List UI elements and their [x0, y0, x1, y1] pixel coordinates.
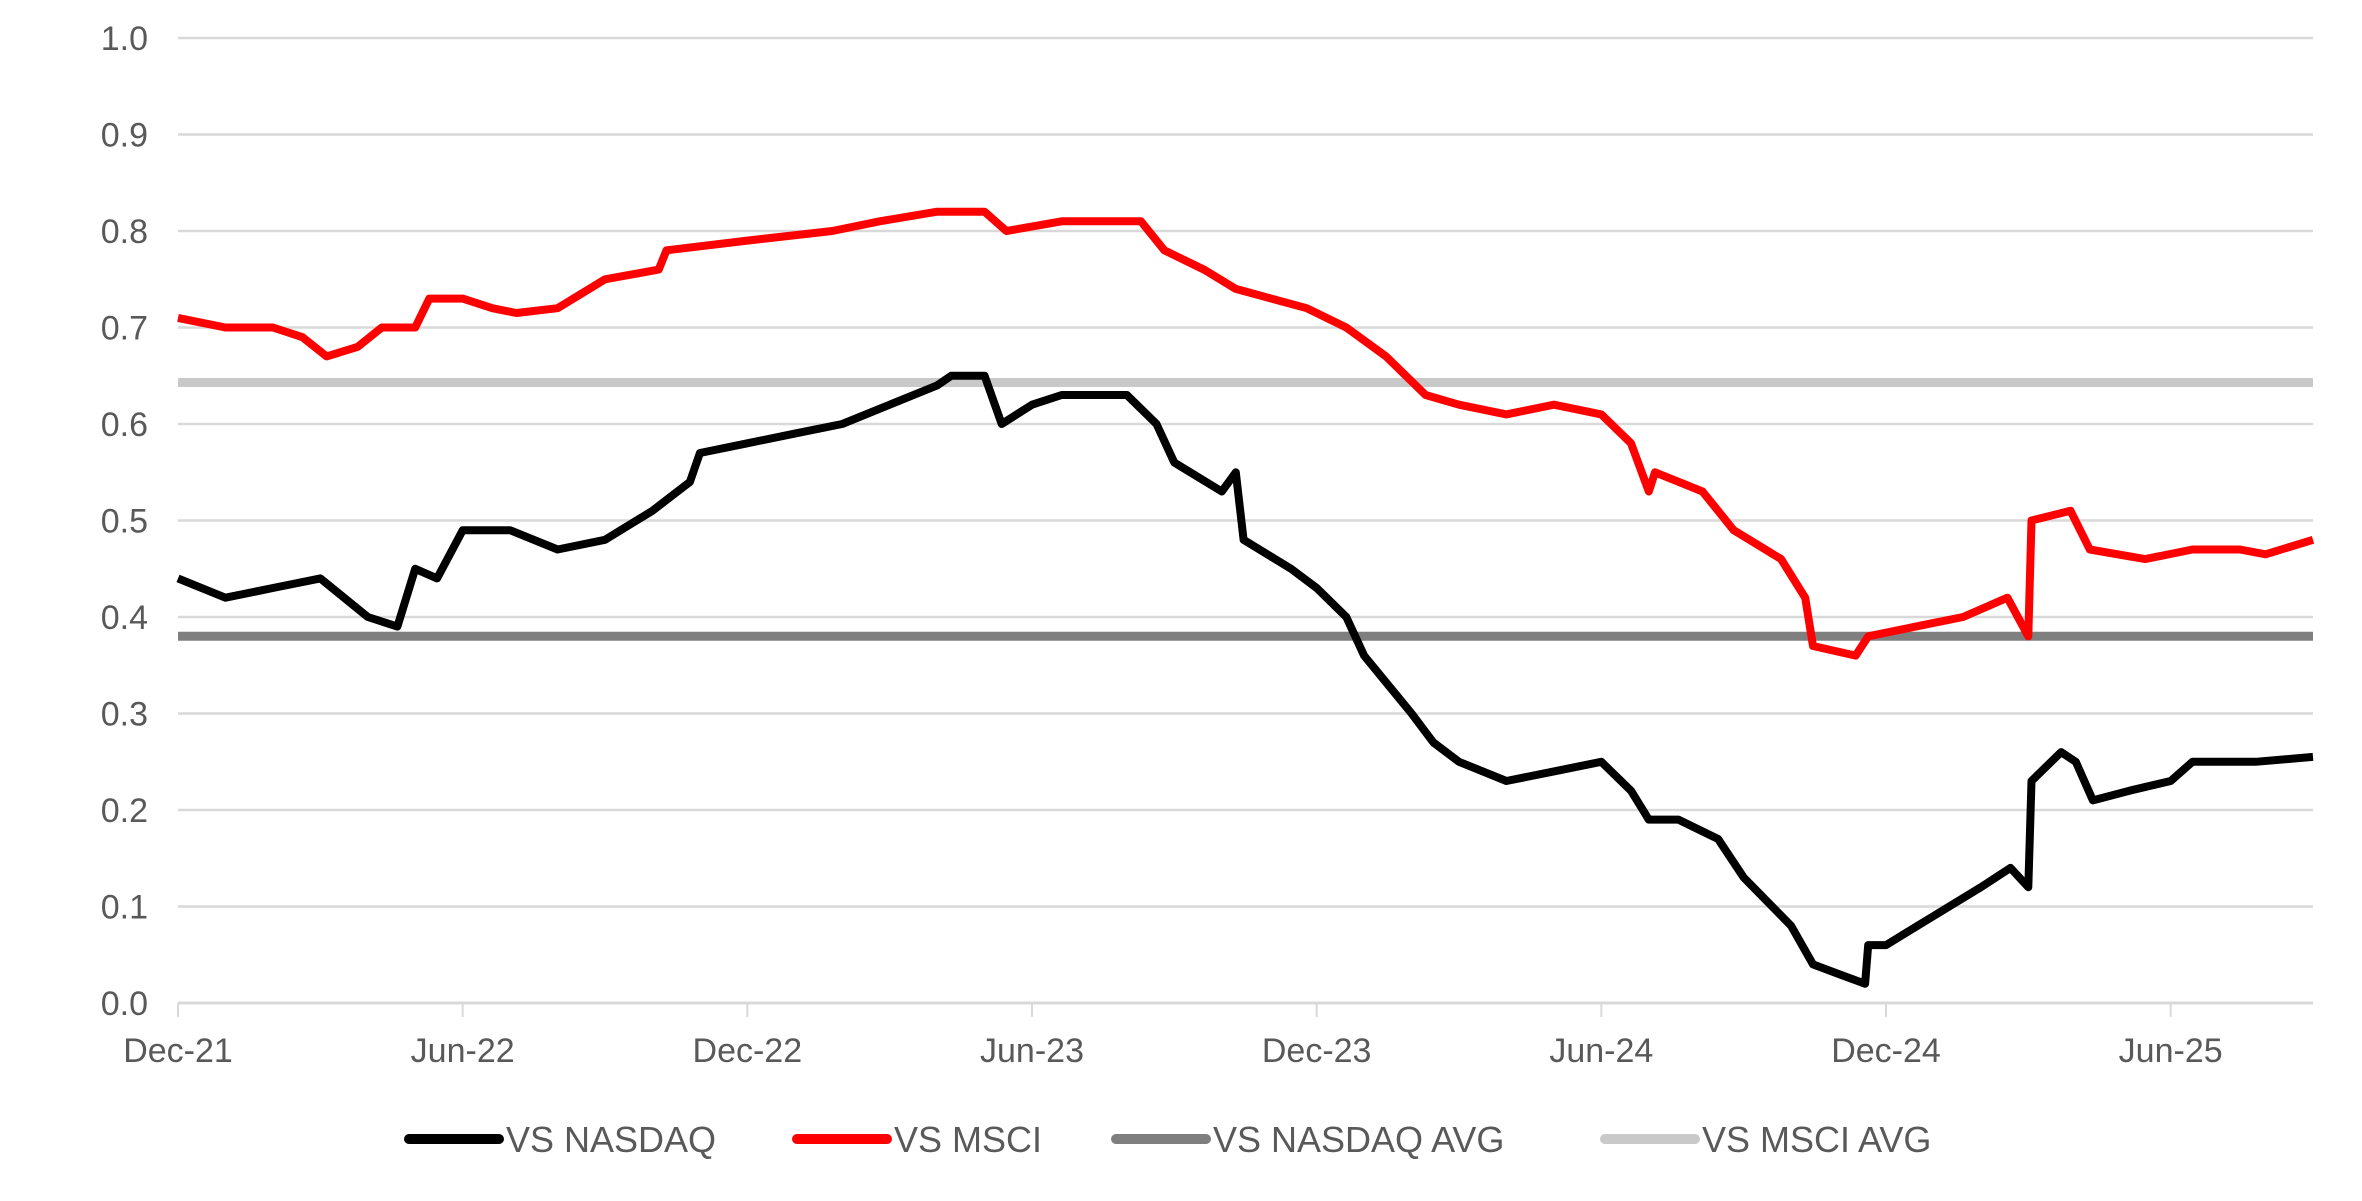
y-tick-label: 0.3: [101, 696, 148, 734]
y-tick-label: 0.4: [101, 599, 148, 637]
legend: VS NASDAQ VS MSCI VS NASDAQ AVG VS MSCI AVG: [404, 1119, 1931, 1160]
y-tick-label: 0.6: [101, 406, 148, 444]
series-line-vs-msci: [177, 207, 2315, 660]
y-axis-tick-labels: 0.0 0.1 0.2 0.3 0.4 0.5 0.6 0.7 0.8 0.9 1.0: [101, 20, 148, 1023]
y-tick-label: 0.1: [101, 889, 148, 927]
gridlines: [178, 36, 2313, 1005]
y-tick-label: 1.0: [101, 20, 148, 58]
y-tick-label: 0.8: [101, 213, 148, 251]
x-tick-label: Dec-23: [1262, 1032, 1372, 1070]
series-lines: [176, 207, 2315, 988]
x-axis: Dec-21 Jun-22 Dec-22 Jun-23 Dec-23 Jun-24 Dec-…: [123, 1003, 2223, 1070]
y-tick-label: 0.5: [101, 503, 148, 541]
legend-label: VS MSCI: [894, 1119, 1042, 1160]
x-tick-label: Jun-22: [411, 1032, 515, 1070]
x-tick-label: Jun-25: [2119, 1032, 2223, 1070]
x-tick-label: Jun-23: [980, 1032, 1084, 1070]
x-tick-label: Dec-21: [123, 1032, 233, 1070]
y-tick-label: 0.2: [101, 792, 148, 830]
series-line-vs-nasdaq: [176, 371, 2314, 988]
x-tick-label: Dec-24: [1831, 1032, 1941, 1070]
legend-label: VS NASDAQ AVG: [1213, 1119, 1504, 1160]
x-tick-label: Jun-24: [1549, 1032, 1653, 1070]
legend-label: VS MSCI AVG: [1702, 1119, 1931, 1160]
y-tick-label: 0.0: [101, 985, 148, 1023]
y-tick-label: 0.7: [101, 310, 148, 348]
y-tick-label: 0.9: [101, 117, 148, 155]
legend-label: VS NASDAQ: [506, 1119, 716, 1160]
x-tick-label: Dec-22: [693, 1032, 803, 1070]
